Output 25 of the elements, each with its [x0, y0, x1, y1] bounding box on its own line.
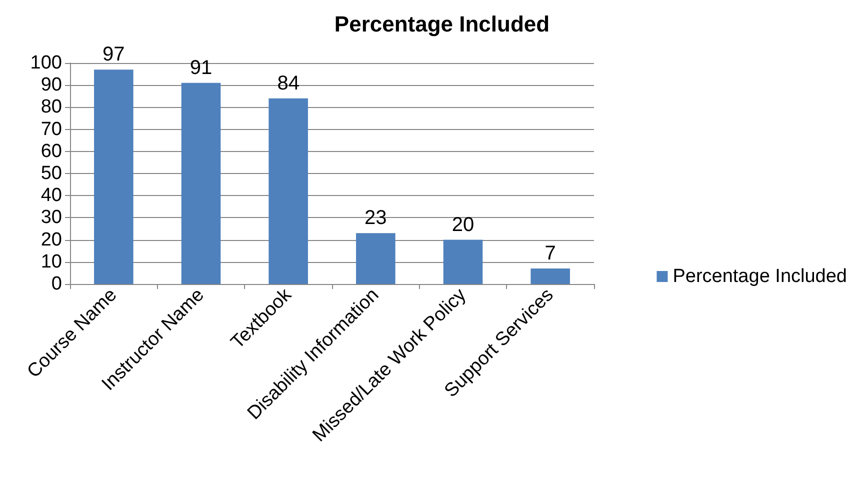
y-tick-label: 50: [40, 163, 62, 184]
y-tick-label: 30: [40, 207, 62, 228]
bar: [94, 70, 134, 284]
y-tick-label: 100: [30, 52, 62, 74]
y-tick-label: 80: [40, 96, 62, 118]
legend-label: Percentage Included: [672, 266, 848, 287]
y-tick-label: 0: [51, 274, 62, 294]
bar: [443, 240, 483, 284]
bar: [530, 268, 570, 284]
y-tick-label: 20: [40, 229, 62, 250]
chart-title: Percentage Included: [334, 12, 550, 36]
data-label: 23: [364, 207, 387, 230]
data-label: 97: [102, 44, 125, 66]
data-label: 91: [190, 56, 212, 79]
data-label: 7: [544, 242, 556, 265]
data-label: 20: [452, 214, 474, 236]
y-tick-label: 90: [40, 74, 62, 96]
bar: [268, 98, 308, 284]
data-label: 84: [277, 72, 300, 94]
bar: [356, 233, 396, 284]
y-tick-label: 60: [40, 140, 62, 162]
y-tick-label: 40: [40, 185, 62, 206]
y-tick-label: 70: [40, 118, 62, 140]
bar: [181, 82, 221, 284]
y-tick-label: 10: [40, 251, 62, 272]
